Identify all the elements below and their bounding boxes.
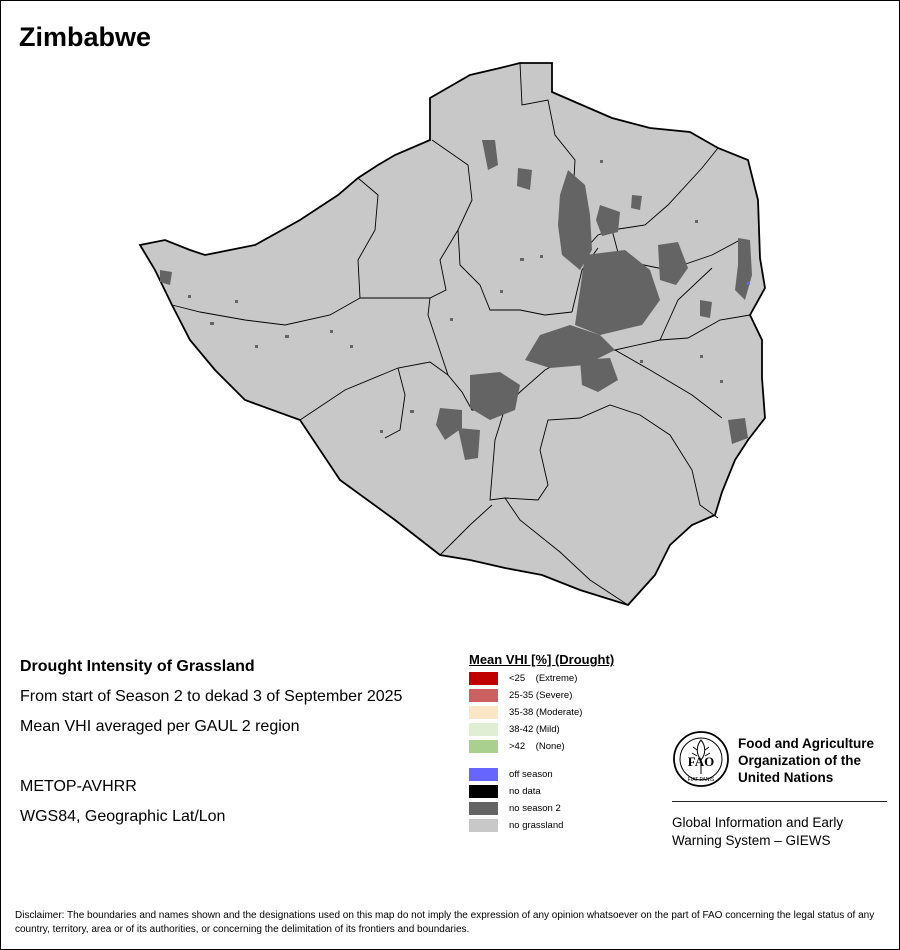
legend-label: no season 2 <box>509 803 561 814</box>
fao-logo-text: FAO <box>688 754 714 769</box>
legend-title: Mean VHI [%] (Drought) <box>469 652 615 667</box>
legend-swatch <box>469 689 498 702</box>
legend-label: <25 (Extreme) <box>509 673 578 684</box>
legend-label: 25-35 (Severe) <box>509 690 573 701</box>
giews-line: Warning System – GIEWS <box>672 833 831 848</box>
legend-swatch <box>469 723 498 736</box>
off-season-pixel <box>747 282 750 285</box>
legend-label: no data <box>509 786 541 797</box>
info-period: From start of Season 2 to dekad 3 of Sep… <box>20 688 403 705</box>
giews-label: Global Information and Early Warning Sys… <box>672 814 843 850</box>
legend-swatch <box>469 768 498 781</box>
no-season-2-areas <box>160 140 752 460</box>
fao-logo-motto: FIAT PANIS <box>688 777 715 783</box>
info-heading: Drought Intensity of Grassland <box>20 658 255 675</box>
info-method: Mean VHI averaged per GAUL 2 region <box>20 718 300 735</box>
legend-label: >42 (None) <box>509 741 565 752</box>
legend-label: 35-38 (Moderate) <box>509 707 583 718</box>
legend-label: 38-42 (Mild) <box>509 724 560 735</box>
info-projection: WGS84, Geographic Lat/Lon <box>20 808 226 825</box>
giews-line: Global Information and Early <box>672 815 844 830</box>
legend-swatch <box>469 802 498 815</box>
legend-swatch <box>469 785 498 798</box>
fao-name-line: United Nations <box>738 770 834 785</box>
scattered-pixels <box>188 160 723 433</box>
legend-label: off season <box>509 769 553 780</box>
legend-swatch <box>469 672 498 685</box>
map-title: Zimbabwe <box>19 22 152 52</box>
fao-name-line: Organization of the <box>738 753 861 768</box>
country-outline <box>138 62 766 607</box>
disclaimer: Disclaimer: The boundaries and names sho… <box>15 910 875 935</box>
legend-swatch <box>469 706 498 719</box>
fao-name-line: Food and Agriculture <box>738 736 874 751</box>
divider <box>672 801 887 802</box>
info-sensor: METOP-AVHRR <box>20 778 137 795</box>
legend-swatch <box>469 740 498 753</box>
fao-logo: FAO FIAT PANIS <box>673 731 729 787</box>
legend-label: no grassland <box>509 820 564 831</box>
legend-swatch <box>469 819 498 832</box>
fao-organization-name: Food and Agriculture Organization of the… <box>738 735 874 786</box>
